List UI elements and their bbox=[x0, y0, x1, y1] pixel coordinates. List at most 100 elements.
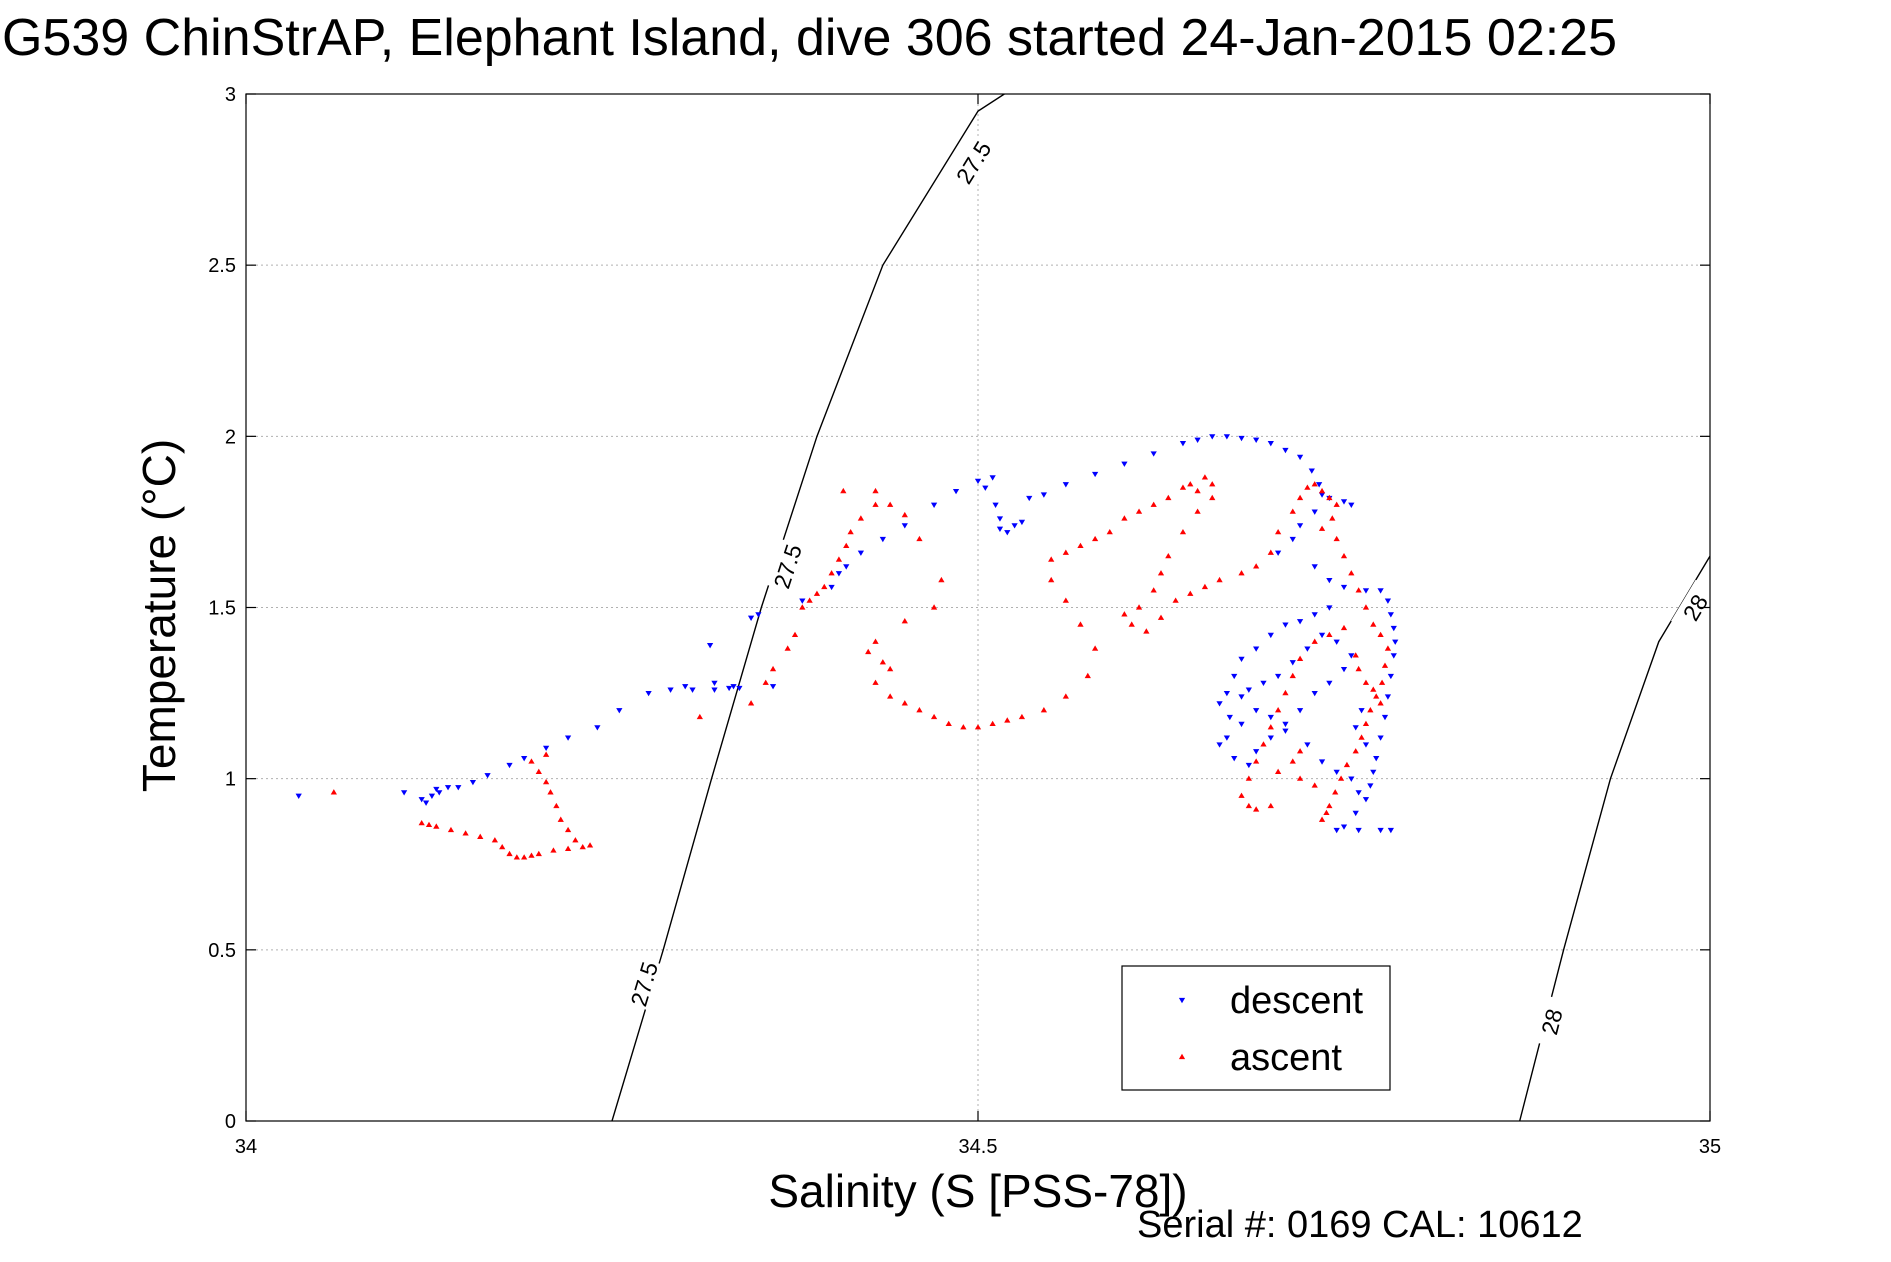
descent-point bbox=[828, 584, 835, 591]
ascent-point bbox=[989, 720, 996, 727]
descent-point bbox=[1311, 564, 1318, 570]
descent-point bbox=[1326, 605, 1333, 611]
descent-point bbox=[1091, 471, 1099, 478]
descent-point bbox=[879, 536, 886, 543]
descent-point bbox=[1296, 454, 1304, 461]
x-tick-label: 34.5 bbox=[959, 1136, 998, 1158]
ascent-point bbox=[1377, 631, 1384, 638]
data-points bbox=[295, 434, 1399, 860]
ascent-point bbox=[1289, 672, 1296, 679]
ascent-point bbox=[1340, 624, 1348, 631]
ascent-point bbox=[499, 843, 506, 850]
ascent-point bbox=[762, 679, 769, 685]
descent-point bbox=[982, 485, 989, 491]
ascent-point bbox=[1370, 686, 1377, 692]
descent-point bbox=[1340, 499, 1348, 505]
ascent-point bbox=[1304, 484, 1311, 490]
descent-point bbox=[974, 478, 982, 485]
descent-point bbox=[1308, 468, 1315, 474]
legend-label-ascent: ascent bbox=[1230, 1037, 1342, 1079]
descent-point bbox=[1352, 725, 1359, 731]
ascent-point bbox=[1323, 809, 1330, 816]
ascent-point bbox=[1187, 590, 1194, 596]
descent-point bbox=[1231, 756, 1238, 762]
ascent-point bbox=[542, 751, 550, 757]
ascent-point bbox=[1238, 570, 1245, 576]
ascent-point bbox=[872, 679, 879, 685]
descent-point bbox=[857, 550, 865, 556]
descent-point bbox=[1311, 690, 1318, 697]
ascent-point bbox=[542, 778, 550, 785]
contour-label-bg bbox=[1532, 994, 1572, 1049]
ascent-point bbox=[901, 700, 908, 706]
y-tick-label: 0.5 bbox=[208, 940, 236, 962]
descent-point bbox=[594, 725, 601, 731]
ascent-point bbox=[1333, 535, 1340, 542]
ascent-point bbox=[1077, 621, 1084, 627]
ascent-point bbox=[1194, 487, 1201, 494]
contour-label: 27.5 bbox=[625, 959, 663, 1009]
ascent-point bbox=[1318, 525, 1326, 531]
descent-point bbox=[436, 790, 443, 796]
ascent-point bbox=[1004, 717, 1011, 723]
ascent-point bbox=[1296, 494, 1304, 501]
descent-point bbox=[506, 762, 513, 769]
descent-point bbox=[1289, 660, 1296, 666]
ascent-point bbox=[901, 618, 908, 624]
descent-point bbox=[711, 687, 718, 693]
descent-point bbox=[1387, 673, 1394, 680]
descent-point bbox=[1370, 769, 1377, 776]
descent-point bbox=[1253, 646, 1260, 652]
descent-point bbox=[1209, 434, 1216, 440]
descent-point bbox=[1387, 827, 1394, 834]
descent-point bbox=[1355, 827, 1362, 834]
ascent-point bbox=[1384, 645, 1392, 651]
descent-point bbox=[1274, 673, 1282, 680]
descent-point bbox=[295, 793, 302, 799]
ascent-point bbox=[1274, 707, 1282, 713]
descent-point bbox=[1216, 701, 1223, 707]
descent-point bbox=[930, 502, 938, 508]
descent-point bbox=[1267, 735, 1274, 741]
descent-point bbox=[542, 745, 550, 752]
ascent-point bbox=[806, 597, 813, 603]
ascent-point bbox=[535, 768, 542, 774]
ascent-point bbox=[1318, 816, 1326, 822]
descent-point bbox=[1333, 769, 1340, 776]
contour-label-bg bbox=[1671, 579, 1720, 636]
descent-point bbox=[1245, 762, 1252, 769]
descent-point bbox=[1362, 588, 1370, 594]
ascent-point bbox=[887, 665, 894, 672]
y-tick-label: 1.5 bbox=[208, 598, 236, 620]
ascent-point bbox=[1106, 528, 1113, 535]
ascent-point bbox=[1121, 515, 1128, 521]
ascent-point bbox=[1121, 611, 1128, 617]
contour-label: 27.5 bbox=[768, 541, 807, 592]
descent-point bbox=[1179, 441, 1187, 447]
ascent-point bbox=[1381, 662, 1389, 668]
ascent-point bbox=[843, 542, 850, 549]
ascent-point bbox=[1209, 481, 1216, 487]
descent-point bbox=[799, 598, 806, 604]
ascent-point bbox=[1267, 724, 1274, 730]
y-tick-label: 2.5 bbox=[208, 255, 236, 277]
ascent-point bbox=[865, 648, 872, 655]
ascent-point bbox=[857, 515, 865, 521]
descent-point bbox=[1348, 776, 1355, 782]
descent-point bbox=[1238, 656, 1245, 663]
descent-point bbox=[1223, 690, 1231, 697]
descent-point bbox=[689, 687, 696, 693]
descent-point bbox=[1340, 666, 1348, 673]
ascent-point bbox=[1253, 563, 1260, 569]
ascent-point bbox=[835, 556, 843, 562]
ascent-point bbox=[1201, 474, 1209, 480]
ascent-point bbox=[553, 802, 560, 809]
descent-point bbox=[835, 571, 843, 577]
ascent-point bbox=[828, 570, 835, 576]
ascent-point bbox=[1370, 621, 1377, 627]
descent-point bbox=[1362, 742, 1370, 748]
ascent-point bbox=[1245, 802, 1252, 809]
descent-point bbox=[996, 526, 1004, 532]
ascent-point bbox=[1355, 587, 1362, 593]
ascent-point bbox=[1194, 508, 1201, 514]
